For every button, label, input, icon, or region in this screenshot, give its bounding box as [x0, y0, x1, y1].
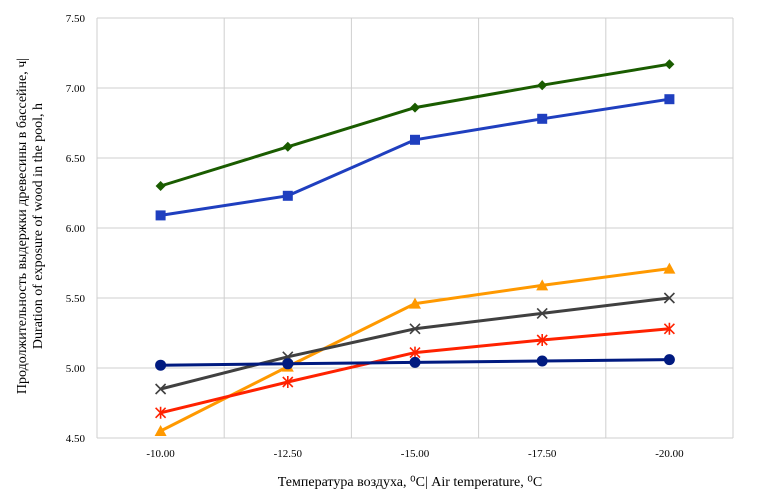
- data-point: [282, 358, 294, 370]
- data-point: [536, 307, 548, 319]
- gridlines: [96, 17, 734, 439]
- y-tick-label: 6.00: [66, 223, 86, 235]
- y-tick-label: 5.00: [66, 363, 86, 375]
- data-point: [536, 279, 549, 291]
- data-point: [663, 262, 676, 274]
- data-point: [155, 181, 166, 191]
- y-axis-title-line-1: Продолжительность выдержки древесины в б…: [15, 58, 30, 394]
- data-point: [663, 354, 675, 366]
- data-point: [409, 356, 421, 368]
- y-tick-label: 6.50: [66, 153, 86, 165]
- series-line: [160, 62, 670, 188]
- x-axis-ticks: -10.00 -12.50 -15.00 -17.50 -20.00: [146, 448, 684, 460]
- x-tick-label: -15.00: [401, 448, 430, 460]
- x-tick-label: -17.50: [528, 448, 557, 460]
- series-line: [160, 97, 670, 217]
- series-2: [155, 94, 675, 221]
- data-point: [154, 425, 167, 436]
- data-point: [537, 113, 548, 124]
- data-point: [663, 292, 675, 304]
- data-point: [282, 141, 293, 152]
- data-point: [282, 376, 294, 388]
- y-tick-label: 4.50: [66, 433, 86, 445]
- data-point: [409, 297, 421, 309]
- data-point: [155, 359, 167, 371]
- series-1: [155, 59, 675, 191]
- data-point: [664, 59, 675, 70]
- x-axis-title: Температура воздуха, ⁰С| Air temperature…: [278, 475, 542, 490]
- data-point: [282, 190, 293, 201]
- series-layer: [154, 59, 676, 436]
- series-6: [155, 354, 675, 371]
- data-point: [409, 346, 421, 359]
- data-point: [536, 334, 548, 346]
- series-line: [160, 296, 670, 391]
- data-point: [409, 323, 421, 335]
- series-3: [154, 262, 676, 436]
- data-point: [155, 383, 167, 395]
- y-axis-title-line-2: Duration of exposure of wood in the pool…: [31, 103, 46, 349]
- x-tick-label: -10.00: [146, 448, 175, 460]
- y-tick-label: 7.00: [66, 83, 86, 95]
- y-axis-ticks: 4.50 5.00 5.50 6.00 6.50 7.00 7.50: [66, 13, 86, 445]
- data-point: [155, 406, 167, 419]
- x-tick-label: -20.00: [655, 448, 684, 460]
- data-point: [410, 102, 420, 113]
- data-point: [155, 210, 166, 221]
- data-point: [537, 80, 548, 91]
- x-tick-label: -12.50: [274, 448, 303, 460]
- data-point: [536, 355, 548, 367]
- y-axis-title-group: Продолжительность выдержки древесины в б…: [15, 58, 46, 394]
- data-point: [663, 322, 675, 335]
- y-tick-label: 5.50: [66, 293, 86, 305]
- data-point: [410, 134, 420, 145]
- series-5: [155, 322, 675, 419]
- y-tick-label: 7.50: [66, 13, 86, 25]
- data-point: [664, 94, 675, 105]
